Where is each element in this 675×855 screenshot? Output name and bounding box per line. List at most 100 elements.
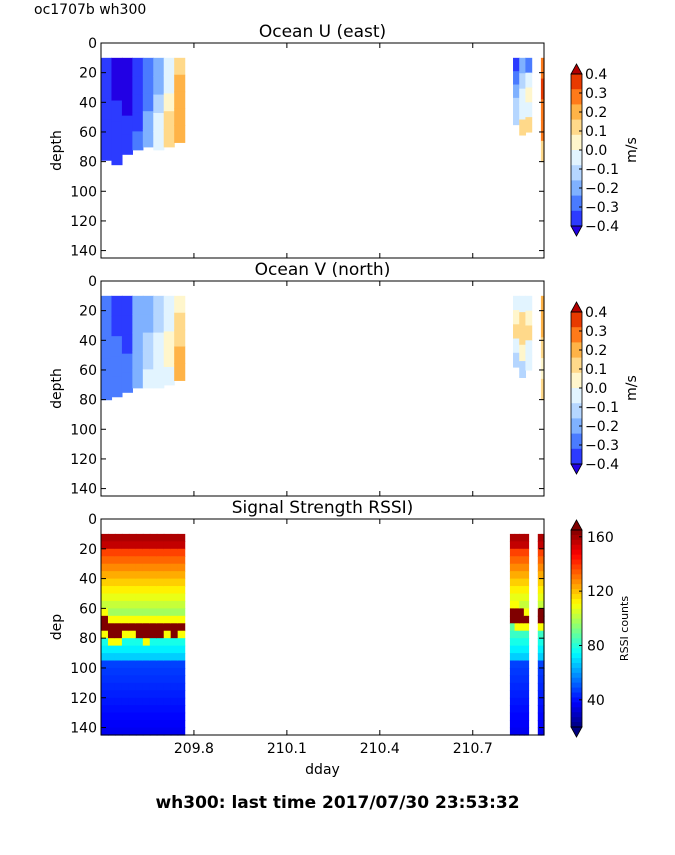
velocity-cell — [540, 140, 545, 163]
rssi-cell — [177, 690, 186, 699]
rssi-cell — [101, 712, 109, 721]
rssi-cell — [121, 720, 130, 729]
rssi-cell — [121, 548, 130, 557]
rssi-cell — [509, 556, 516, 565]
velocity-cell — [111, 100, 123, 123]
rssi-cell — [114, 600, 123, 609]
rssi-cell — [142, 690, 151, 699]
colorbar-extend-max — [570, 63, 583, 75]
rssi-cell — [149, 578, 158, 587]
velocity-cell — [513, 310, 520, 325]
rssi-cell — [514, 690, 520, 699]
rssi-cell — [149, 533, 158, 542]
rssi-cell — [540, 645, 545, 654]
velocity-cell — [142, 295, 154, 315]
velocity-cell — [101, 358, 113, 380]
rssi-cell — [540, 682, 545, 691]
colorbar-swatch — [571, 658, 582, 664]
rssi-cell — [156, 600, 165, 609]
velocity-cell — [163, 111, 175, 130]
rssi-cell — [142, 600, 151, 609]
rssi-cell — [142, 645, 151, 654]
rssi-cell — [514, 615, 520, 624]
rssi-cell — [523, 608, 530, 617]
axes-frame-1 — [100, 42, 545, 259]
rssi-cell — [101, 690, 109, 699]
rssi-cell — [107, 697, 116, 706]
rssi-cell — [519, 593, 525, 602]
rssi-cell — [149, 712, 158, 721]
rssi-cell — [114, 667, 123, 677]
rssi-cell — [514, 556, 520, 565]
velocity-cell — [525, 355, 533, 371]
rssi-cell — [128, 608, 137, 617]
colorbar-swatch — [571, 165, 582, 181]
rssi-cell — [135, 638, 144, 647]
rssi-cell — [107, 690, 116, 699]
velocity-cell — [153, 112, 165, 132]
rssi-cell — [514, 586, 520, 595]
velocity-cell — [132, 350, 144, 370]
rssi-cell — [114, 690, 123, 699]
rssi-cell — [128, 615, 137, 624]
rssi-cell — [142, 541, 151, 550]
rssi-cell — [121, 608, 130, 617]
rssi-cell — [509, 712, 516, 721]
rssi-cell — [121, 638, 130, 647]
colorbar-swatch — [571, 388, 582, 404]
rssi-cell — [107, 667, 116, 677]
rssi-cell — [128, 675, 137, 684]
rssi-cell — [128, 578, 137, 587]
colorbar-swatch — [571, 433, 582, 450]
rssi-cell — [114, 645, 123, 654]
colorbar-swatch — [571, 574, 582, 580]
velocity-cell — [540, 295, 545, 318]
rssi-cell — [135, 615, 144, 624]
rssi-cell — [509, 667, 516, 677]
colorbar-swatch — [571, 643, 582, 649]
velocity-cell — [132, 112, 144, 132]
rssi-cell — [128, 638, 137, 647]
velocity-cell — [132, 332, 144, 352]
rssi-cell — [523, 533, 530, 542]
velocity-cell — [513, 324, 520, 340]
rssi-cell — [114, 697, 123, 706]
rssi-cell — [107, 630, 116, 639]
y-tick-label: 120 — [70, 691, 97, 707]
rssi-cell — [135, 705, 144, 714]
rssi-cell — [128, 712, 137, 721]
rssi-cell — [540, 727, 545, 736]
rssi-cell — [156, 675, 165, 684]
rssi-cell — [101, 638, 109, 647]
rssi-cell — [514, 667, 520, 677]
colorbar-extend-max — [570, 519, 583, 531]
rssi-cell — [156, 548, 165, 557]
velocity-cell — [142, 111, 154, 130]
rssi-cell — [156, 638, 165, 647]
colorbar-swatch — [571, 549, 582, 556]
velocity-cell — [111, 336, 123, 357]
rssi-cell — [121, 630, 130, 639]
rssi-cell — [107, 571, 116, 580]
velocity-cell — [519, 295, 527, 313]
panel-2: Ocean V (north) 0 20 40 60 80 100 120 140 depth 0.… — [49, 260, 640, 498]
rssi-cell — [142, 533, 151, 542]
rssi-cell — [519, 615, 525, 624]
rssi-cell — [540, 556, 545, 565]
colorbar-tick-label: −0.1 — [585, 162, 619, 178]
rssi-cell — [523, 578, 530, 587]
rssi-cell — [519, 563, 525, 572]
rssi-cell — [537, 578, 542, 587]
velocity-cell — [540, 358, 545, 380]
colorbar-tick-label: 0.2 — [585, 105, 607, 121]
rssi-cell — [142, 638, 151, 647]
rssi-cell — [509, 608, 516, 617]
rssi-cell — [142, 586, 151, 595]
rssi-cell — [128, 533, 137, 542]
rssi-cell — [514, 623, 520, 632]
rssi-cell — [509, 690, 516, 699]
rssi-cell — [514, 593, 520, 602]
rssi-cell — [170, 593, 179, 602]
rssi-cell — [509, 563, 516, 572]
rssi-cell — [135, 586, 144, 595]
